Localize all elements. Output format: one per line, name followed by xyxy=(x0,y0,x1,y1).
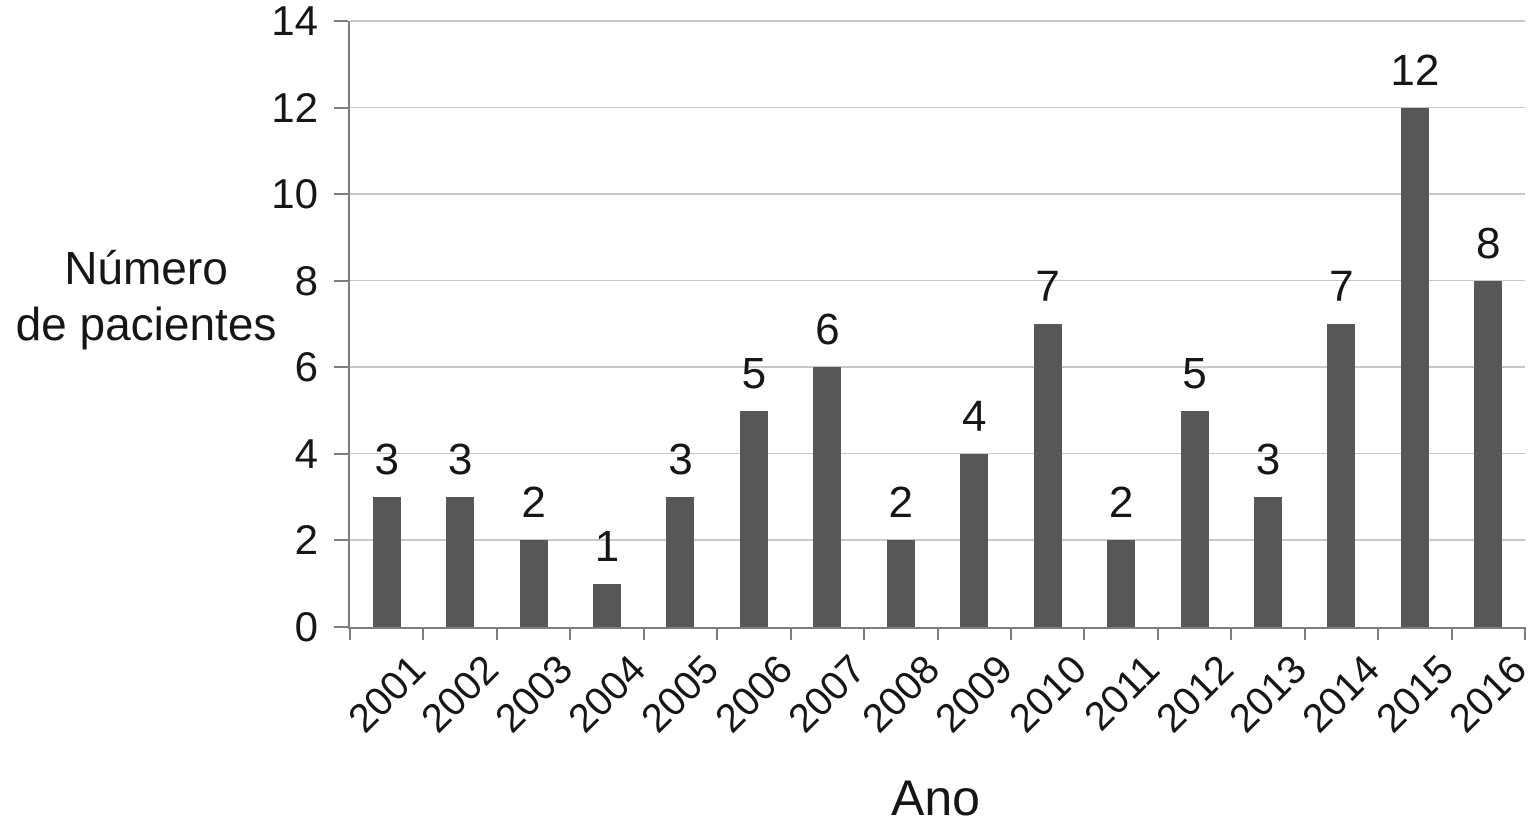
y-tick-label-8: 8 xyxy=(294,256,318,304)
bar-value-label-2011: 2 xyxy=(1108,478,1134,528)
bar-2011 xyxy=(1107,540,1136,627)
x-tick-mark-4 xyxy=(642,627,645,640)
bar-value-label-2007: 6 xyxy=(815,305,840,355)
x-tick-mark-11 xyxy=(1156,627,1159,640)
y-tick-mark-8 xyxy=(334,279,348,282)
bar-value-label-2014: 7 xyxy=(1329,262,1354,311)
bar-2012 xyxy=(1180,410,1209,627)
bar-2008 xyxy=(886,540,915,627)
y-tick-mark-4 xyxy=(334,452,348,455)
bar-2004 xyxy=(593,583,622,627)
bar-value-label-2008: 2 xyxy=(888,478,914,528)
bar-2002 xyxy=(446,497,475,627)
y-axis-title: Número de pacientes xyxy=(0,240,292,352)
y-tick-mark-12 xyxy=(334,106,348,109)
bar-2001 xyxy=(372,497,401,627)
x-tick-mark-3 xyxy=(569,627,572,640)
x-tick-mark-2 xyxy=(495,627,498,640)
bar-value-label-2001: 3 xyxy=(374,435,399,485)
x-tick-mark-15 xyxy=(1450,627,1453,640)
x-tick-mark-12 xyxy=(1230,627,1233,640)
bar-value-label-2005: 3 xyxy=(668,435,693,485)
x-tick-mark-5 xyxy=(716,627,719,640)
y-axis-title-line1: Número xyxy=(64,242,228,294)
bar-value-label-2009: 4 xyxy=(961,391,987,441)
x-tick-mark-8 xyxy=(936,627,939,640)
x-tick-mark-1 xyxy=(422,627,425,640)
bar-value-label-2010: 7 xyxy=(1035,262,1060,311)
y-tick-mark-10 xyxy=(334,193,348,196)
y-tick-label-10: 10 xyxy=(271,170,318,218)
bar-value-label-2006: 5 xyxy=(741,348,767,398)
x-axis-title: Ano xyxy=(891,770,980,826)
x-tick-mark-13 xyxy=(1303,627,1306,640)
y-tick-label-2: 2 xyxy=(294,516,318,564)
x-tick-mark-9 xyxy=(1009,627,1012,640)
gridline-y12 xyxy=(350,106,1525,109)
bar-2016 xyxy=(1474,280,1503,627)
y-tick-label-6: 6 xyxy=(294,343,318,391)
y-tick-mark-6 xyxy=(334,366,348,369)
bar-2013 xyxy=(1253,497,1282,627)
x-tick-mark-0 xyxy=(349,627,351,640)
y-tick-label-4: 4 xyxy=(294,429,318,477)
bar-2005 xyxy=(666,497,695,627)
bar-2014 xyxy=(1327,324,1356,627)
y-tick-mark-2 xyxy=(334,539,348,542)
y-tick-mark-0 xyxy=(334,626,348,628)
x-tick-mark-7 xyxy=(863,627,866,640)
bar-value-label-2012: 5 xyxy=(1182,348,1207,398)
bar-value-label-2004: 1 xyxy=(594,521,620,571)
x-tick-mark-14 xyxy=(1377,627,1380,640)
gridline-y10 xyxy=(350,193,1525,195)
bar-value-label-2016: 8 xyxy=(1476,218,1501,268)
bar-2007 xyxy=(813,367,842,627)
gridline-y14 xyxy=(350,20,1525,22)
bar-2010 xyxy=(1033,324,1062,627)
bar-2006 xyxy=(739,410,768,627)
y-axis-title-line2: de pacientes xyxy=(15,298,277,350)
bar-value-label-2013: 3 xyxy=(1255,435,1281,485)
plot-area: 0 2 4 6 8 10 12 14 3 2001 3 2002 2 2003 1 2004 3 2005 5 200… xyxy=(271,0,1535,741)
bar-value-label-2015: 12 xyxy=(1390,45,1440,95)
gridline-y6 xyxy=(350,366,1525,368)
y-tick-label-14: 14 xyxy=(271,0,318,44)
bar-value-label-2002: 3 xyxy=(447,435,473,485)
gridline-y2 xyxy=(350,539,1525,541)
x-tick-mark-6 xyxy=(789,627,792,640)
y-tick-mark-14 xyxy=(334,20,348,22)
bar-value-label-2003: 2 xyxy=(521,478,546,528)
x-tick-mark-16 xyxy=(1524,627,1526,640)
gridline-y8 xyxy=(350,279,1525,282)
y-tick-label-12: 12 xyxy=(271,83,318,131)
x-tick-mark-10 xyxy=(1083,627,1086,640)
y-tick-label-0: 0 xyxy=(294,603,318,650)
gridline-y4 xyxy=(350,452,1525,455)
bar-2009 xyxy=(960,453,989,627)
bar-2003 xyxy=(519,540,548,627)
bar-2015 xyxy=(1400,107,1429,627)
